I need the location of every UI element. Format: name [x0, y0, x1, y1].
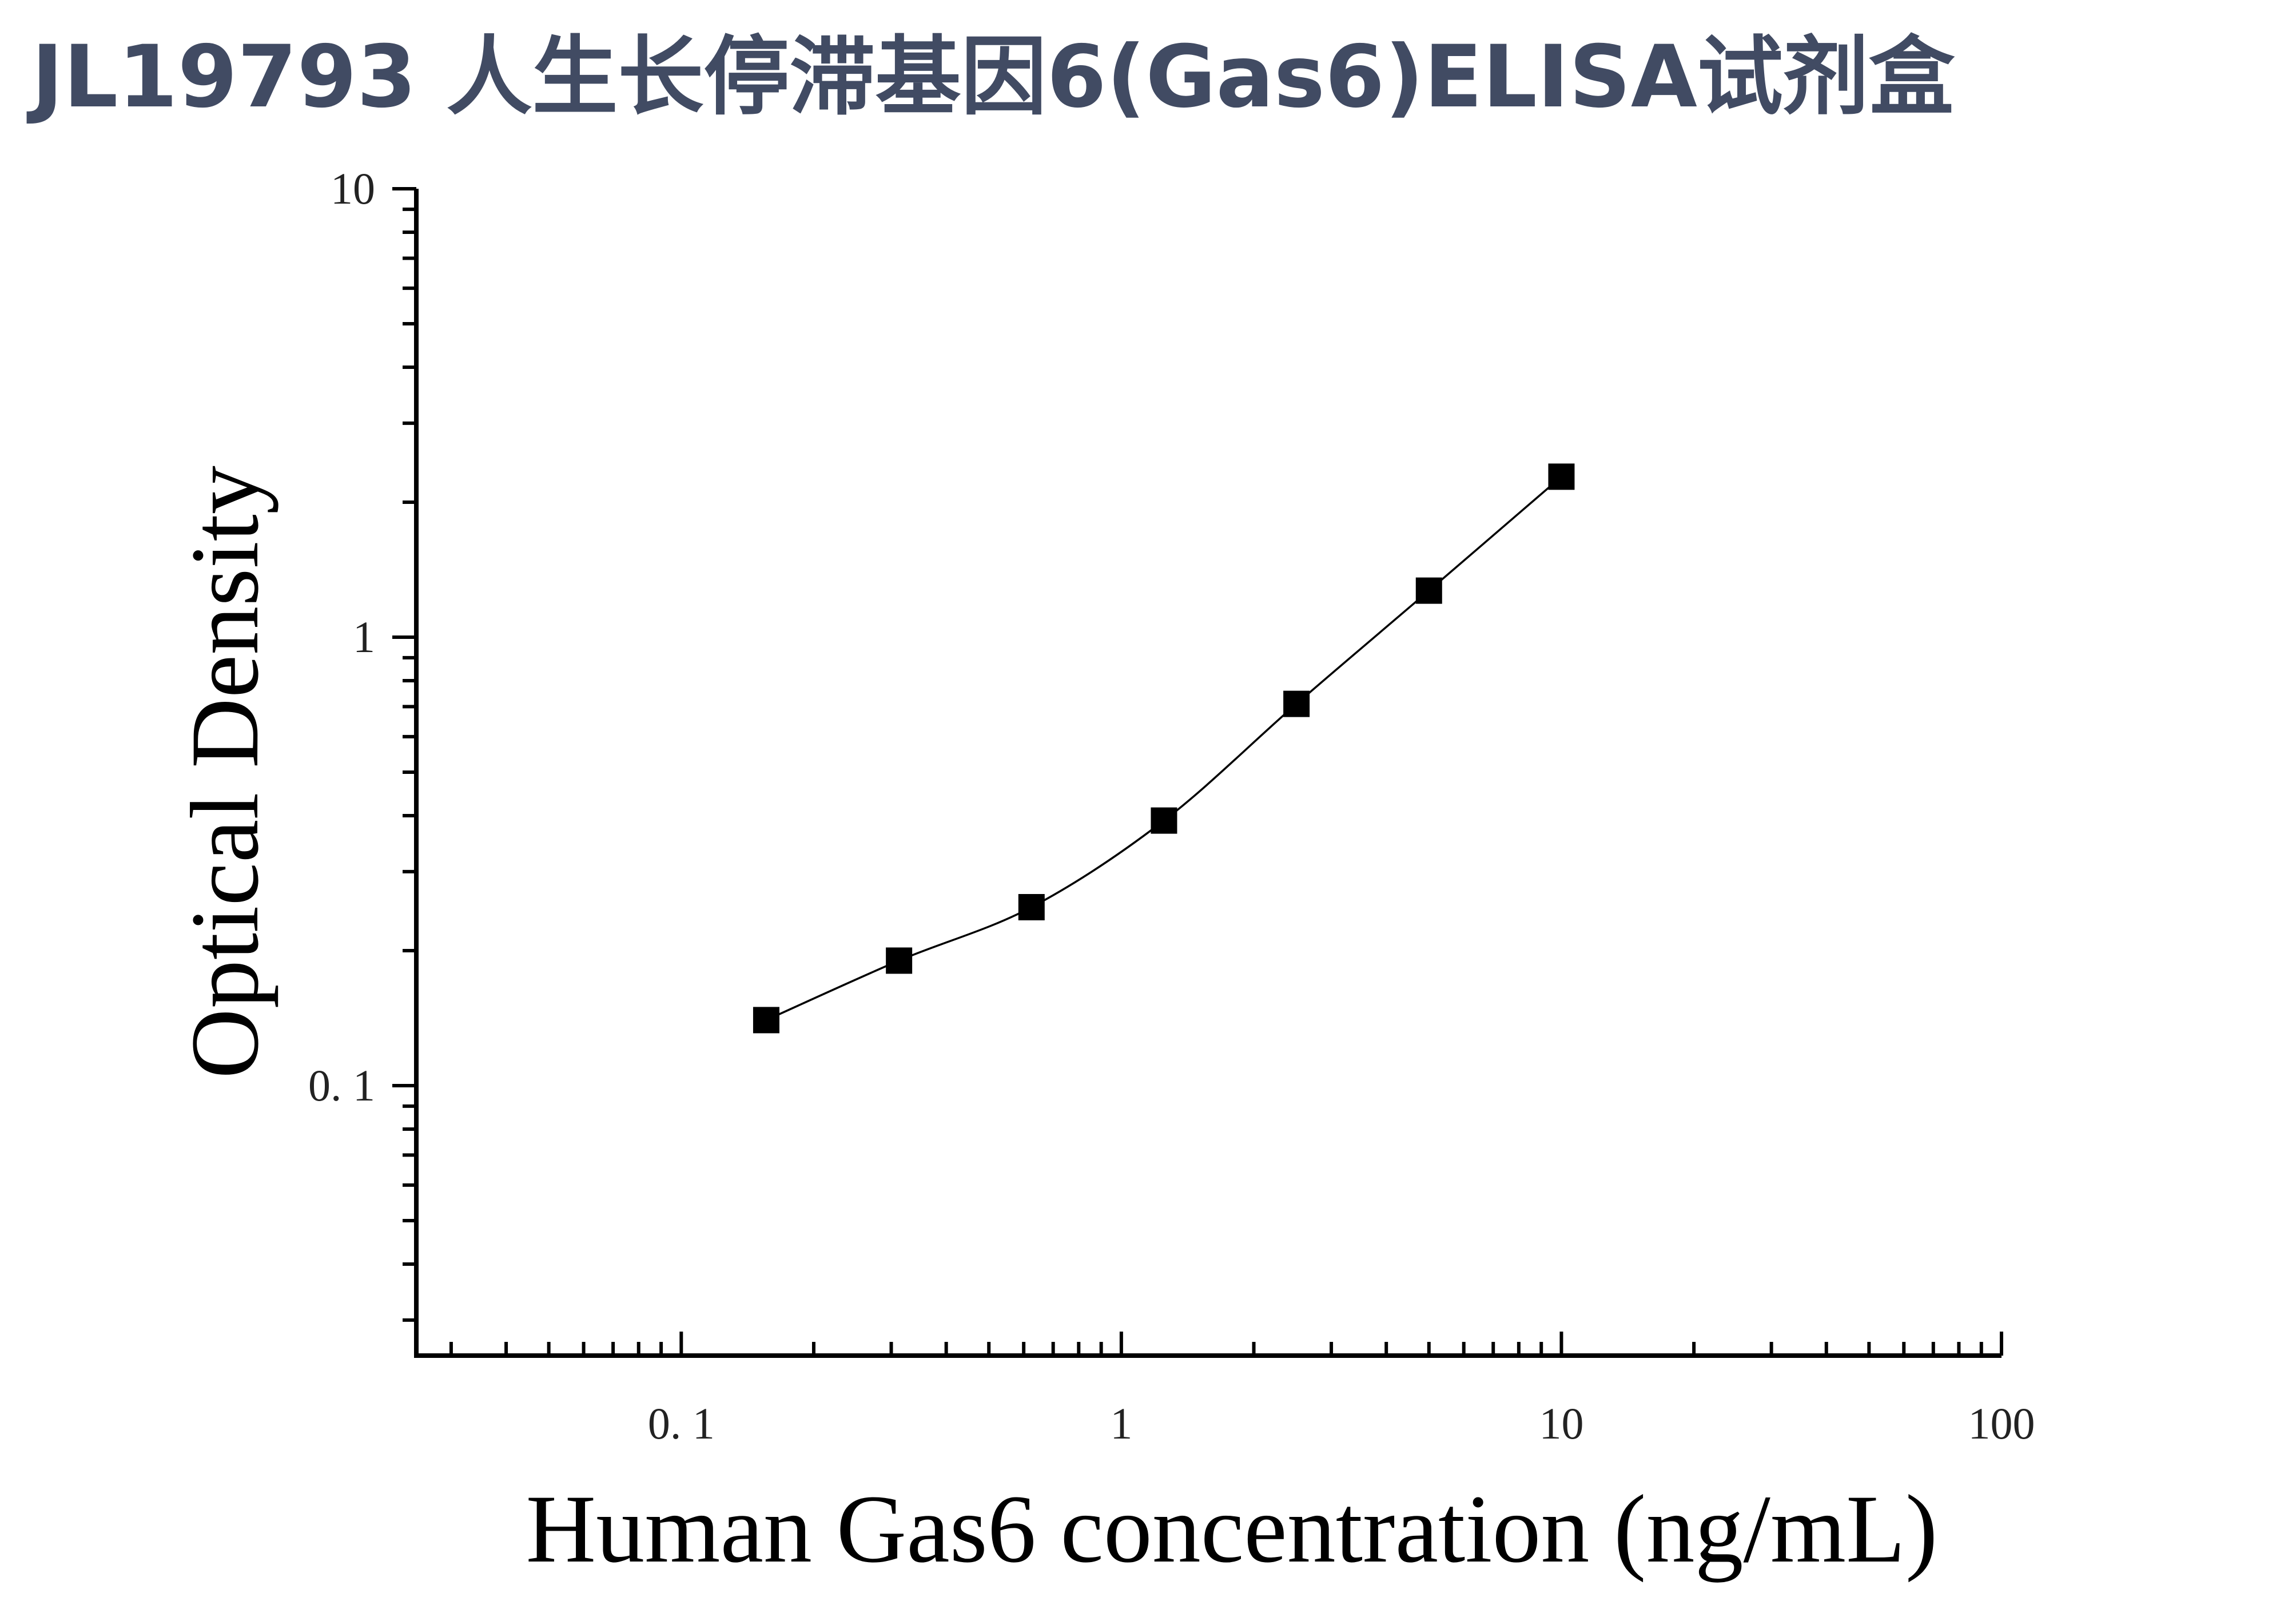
- fit-curve: [766, 476, 1562, 1021]
- x-tick-label: 0. 1: [648, 1399, 715, 1448]
- y-tick-label: 10: [331, 164, 375, 213]
- data-point: [753, 1007, 779, 1034]
- x-tick-label: 10: [1539, 1399, 1583, 1448]
- y-tick-label: 1: [353, 612, 375, 662]
- data-point: [1151, 807, 1177, 834]
- y-axis-title: Optical Density: [171, 466, 278, 1079]
- data-point: [886, 947, 913, 974]
- data-points: [753, 463, 1575, 1034]
- x-axis-title: Human Gas6 concentration (ng/mL): [526, 1475, 1938, 1583]
- x-tick-label: 1: [1110, 1399, 1132, 1448]
- data-point: [1548, 463, 1575, 490]
- fit-curve-group: [766, 476, 1562, 1021]
- x-tick-label: 100: [1968, 1399, 2035, 1448]
- axis-ticks: [392, 187, 2003, 1356]
- y-tick-label: 0. 1: [308, 1060, 375, 1110]
- data-point: [1283, 690, 1310, 717]
- data-point: [1018, 894, 1045, 921]
- chart-title: JL19793 人生长停滞基因6(Gas6)ELISA试剂盒: [31, 27, 1955, 127]
- data-point: [1415, 577, 1442, 604]
- tick-labels: 0. 1 1 10 100 0. 1 1 10: [308, 164, 2035, 1448]
